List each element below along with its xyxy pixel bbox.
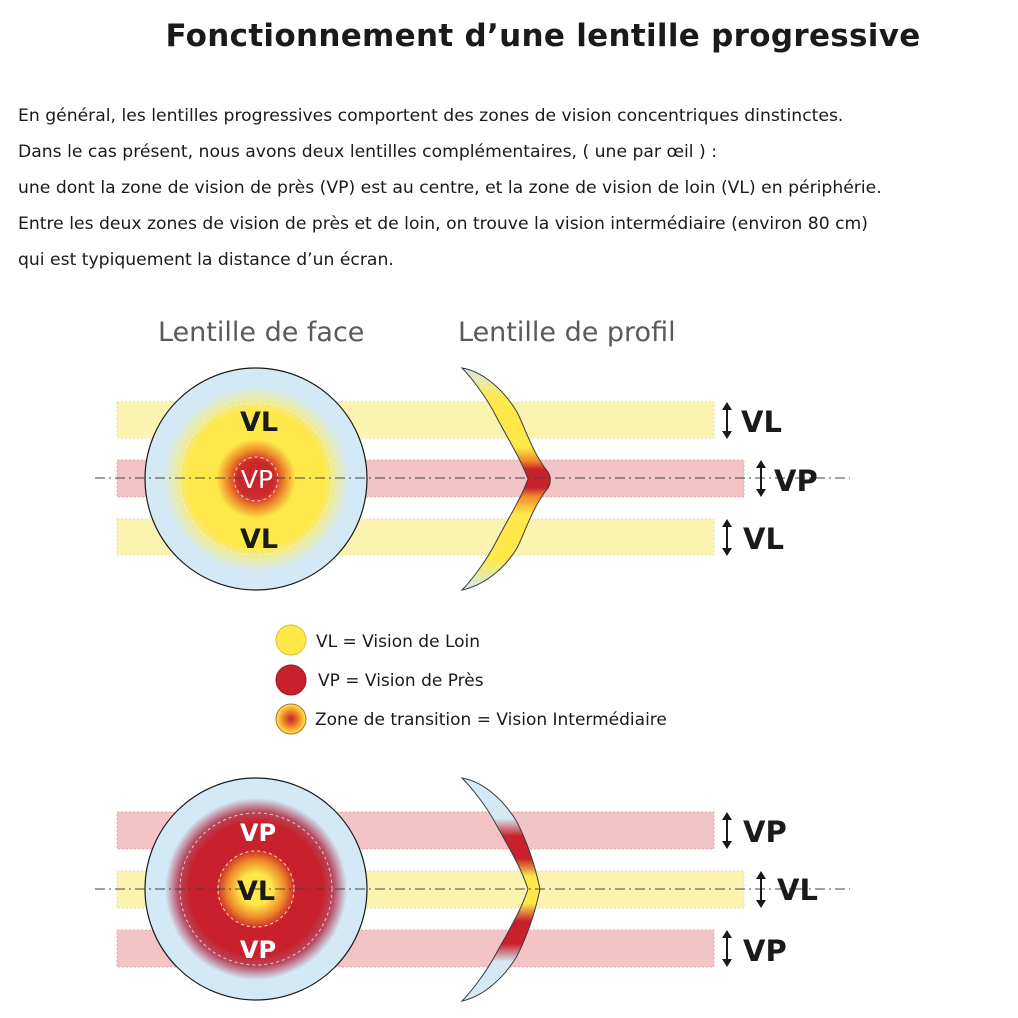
front-label-top: VP [240, 819, 276, 847]
profile-lens-top [460, 367, 551, 591]
double-arrow-icon [722, 402, 732, 439]
front-lens-top [144, 367, 368, 591]
zone-boundary [179, 402, 333, 556]
front-label-bottom: VL [240, 524, 278, 555]
side-label-bottom: VP [743, 934, 787, 968]
side-label-bottom: VL [743, 522, 784, 556]
front-label-center: VP [241, 465, 273, 494]
intro-line: Dans le cas présent, nous avons deux len… [18, 142, 718, 162]
legend-label: VL = Vision de Loin [316, 632, 480, 652]
legend-swatch-vl [275, 624, 307, 656]
intro-line: Entre les deux zones de vision de près e… [18, 214, 868, 234]
zone-boundary [233, 456, 279, 502]
intro-line: une dont la zone de vision de près (VP) … [18, 178, 882, 198]
side-label-center: VP [774, 464, 818, 498]
profile-view-heading: Lentille de profil [458, 317, 676, 348]
legend-label: Zone de transition = Vision Intermédiair… [315, 710, 667, 730]
side-label-top: VL [741, 405, 782, 439]
double-arrow-icon [756, 871, 766, 908]
front-label-center: VL [237, 876, 275, 907]
intro-line: qui est typiquement la distance d’un écr… [18, 250, 394, 270]
front-label-top: VL [240, 407, 278, 438]
lens-bottom: VP VL VP VP VL VP [95, 777, 850, 1002]
side-label-center: VL [777, 873, 818, 907]
legend-swatch-transition [275, 703, 307, 735]
zone-boundary [179, 812, 333, 966]
double-arrow-icon [722, 519, 732, 556]
profile-lens-bottom [460, 777, 541, 1002]
page-title: Fonctionnement d’une lentille progressiv… [165, 18, 921, 54]
double-arrow-icon [756, 460, 766, 497]
front-label-bottom: VP [240, 936, 276, 964]
front-view-heading: Lentille de face [158, 317, 364, 348]
legend: VL = Vision de Loin VP = Vision de Près … [275, 624, 667, 735]
double-arrow-icon [722, 812, 732, 849]
double-arrow-icon [722, 930, 732, 967]
legend-swatch-vp [275, 664, 307, 696]
legend-label: VP = Vision de Près [318, 671, 484, 691]
zone-boundary [217, 850, 295, 928]
intro-line: En général, les lentilles progressives c… [18, 106, 844, 126]
lens-top: VL VP VL VL VP VL [95, 367, 850, 591]
intro-text: En général, les lentilles progressives c… [18, 98, 1018, 278]
side-label-top: VP [743, 815, 787, 849]
